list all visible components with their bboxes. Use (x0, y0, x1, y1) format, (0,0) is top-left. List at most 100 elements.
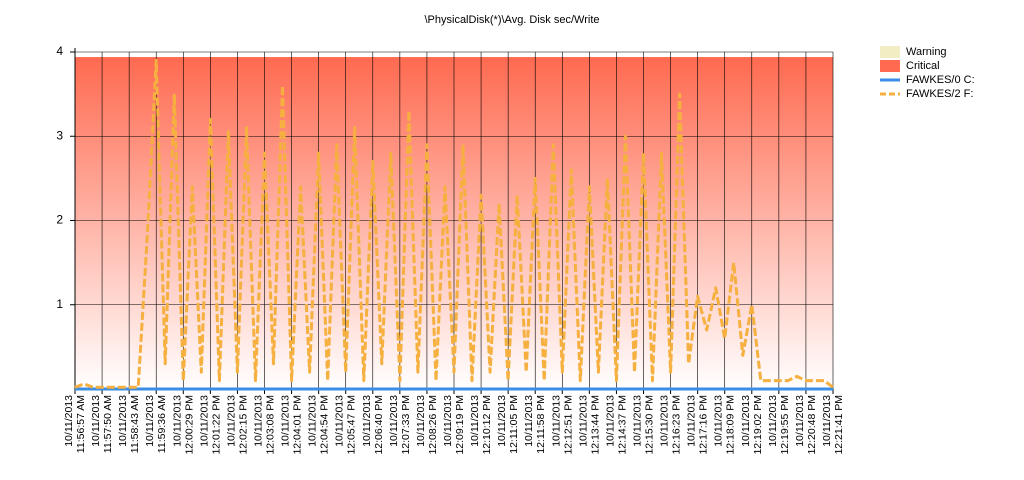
x-tick-label: 10/11/201311:59:36 AM (144, 395, 168, 453)
x-tick-date: 10/11/2013 (442, 395, 454, 447)
y-tick-label: 2 (56, 213, 63, 227)
x-tick-date: 10/11/2013 (361, 395, 373, 447)
x-tick-label: 10/11/201312:00:29 PM (171, 395, 195, 455)
x-tick-date: 10/11/2013 (767, 395, 779, 447)
x-tick-date: 10/11/2013 (794, 395, 806, 447)
x-tick-time: 12:20:48 PM (806, 395, 818, 455)
x-tick-time: 12:10:12 PM (481, 395, 493, 455)
x-tick-date: 10/11/2013 (198, 395, 210, 447)
x-tick-time: 12:19:55 PM (779, 395, 791, 455)
x-tick-label: 10/11/201312:16:23 PM (658, 395, 682, 455)
x-tick-label: 10/11/201312:04:54 PM (306, 395, 330, 455)
x-tick-date: 10/11/2013 (631, 395, 643, 447)
legend-swatch (880, 60, 900, 72)
x-tick-time: 12:16:23 PM (670, 395, 682, 455)
x-tick-date: 10/11/2013 (144, 395, 156, 447)
x-tick-date: 10/11/2013 (604, 395, 616, 447)
x-tick-label: 10/11/201312:12:51 PM (550, 395, 574, 455)
x-tick-date: 10/11/2013 (740, 395, 752, 447)
x-tick-time: 11:57:50 AM (102, 395, 114, 453)
x-tick-date: 10/11/2013 (63, 395, 75, 447)
x-tick-date: 10/11/2013 (685, 395, 697, 447)
x-tick-date: 10/11/2013 (821, 395, 833, 447)
x-tick-time: 12:09:19 PM (454, 395, 466, 455)
x-tick-time: 11:59:36 AM (156, 395, 168, 453)
x-tick-time: 12:06:40 PM (373, 395, 385, 455)
x-tick-time: 12:17:16 PM (697, 395, 709, 455)
x-tick-label: 10/11/201312:08:26 PM (415, 395, 439, 455)
legend-label: FAWKES/0 C: (906, 74, 975, 86)
x-tick-date: 10/11/2013 (225, 395, 237, 447)
x-tick-date: 10/11/2013 (171, 395, 183, 447)
legend-swatch (880, 46, 900, 58)
x-tick-date: 10/11/2013 (415, 395, 427, 447)
x-tick-label: 10/11/201312:11:58 PM (523, 395, 547, 454)
legend-label: Warning (906, 46, 947, 58)
x-tick-time: 12:11:05 PM (508, 395, 520, 454)
x-tick-date: 10/11/2013 (658, 395, 670, 447)
x-tick-label: 10/11/201312:11:05 PM (496, 395, 520, 454)
x-tick-date: 10/11/2013 (712, 395, 724, 447)
x-tick-label: 10/11/201312:13:44 PM (577, 395, 601, 455)
x-tick-time: 12:08:26 PM (427, 395, 439, 455)
x-tick-time: 11:56:57 AM (75, 395, 87, 453)
y-tick-label: 4 (56, 44, 63, 58)
x-tick-time: 12:00:29 PM (183, 395, 195, 455)
x-tick-time: 12:12:51 PM (562, 395, 574, 455)
x-tick-date: 10/11/2013 (550, 395, 562, 447)
x-tick-date: 10/11/2013 (469, 395, 481, 447)
x-tick-time: 11:58:43 AM (129, 395, 141, 453)
x-tick-time: 12:04:01 PM (291, 395, 303, 455)
x-tick-date: 10/11/2013 (388, 395, 400, 447)
x-tick-date: 10/11/2013 (117, 395, 129, 447)
x-tick-time: 12:19:02 PM (752, 395, 764, 455)
x-tick-time: 12:04:54 PM (318, 395, 330, 455)
x-tick-time: 12:14:37 PM (616, 395, 628, 455)
x-tick-label: 10/11/201312:20:48 PM (794, 395, 818, 455)
x-tick-date: 10/11/2013 (306, 395, 318, 447)
x-tick-label: 10/11/201312:10:12 PM (469, 395, 493, 455)
x-tick-date: 10/11/2013 (577, 395, 589, 447)
x-tick-label: 10/11/201312:19:55 PM (767, 395, 791, 455)
x-tick-date: 10/11/2013 (252, 395, 264, 447)
x-tick-time: 12:01:22 PM (210, 395, 222, 455)
x-tick-date: 10/11/2013 (523, 395, 535, 447)
legend-label: FAWKES/2 F: (906, 88, 973, 100)
x-tick-label: 10/11/201312:04:01 PM (279, 395, 303, 455)
legend-label: Critical (906, 60, 940, 72)
x-tick-time: 12:11:58 PM (535, 395, 547, 454)
x-tick-label: 10/11/201312:07:33 PM (388, 395, 412, 455)
x-tick-time: 12:15:30 PM (643, 395, 655, 455)
series-line (74, 58, 834, 389)
x-tick-label: 10/11/201312:03:08 PM (252, 395, 276, 455)
x-tick-time: 12:21:41 PM (833, 395, 845, 455)
x-tick-date: 10/11/2013 (279, 395, 291, 447)
x-tick-time: 12:03:08 PM (264, 395, 276, 455)
y-tick-label: 1 (56, 297, 63, 311)
x-tick-label: 10/11/201311:57:50 AM (90, 395, 114, 453)
x-tick-label: 10/11/201312:01:22 PM (198, 395, 222, 455)
x-tick-label: 10/11/201312:14:37 PM (604, 395, 628, 455)
x-tick-label: 10/11/201312:06:40 PM (361, 395, 385, 455)
x-tick-time: 12:07:33 PM (400, 395, 412, 455)
x-tick-date: 10/11/2013 (333, 395, 345, 447)
x-tick-label: 10/11/201311:56:57 AM (63, 395, 87, 453)
x-tick-date: 10/11/2013 (90, 395, 102, 447)
x-tick-label: 10/11/201312:05:47 PM (333, 395, 357, 455)
x-tick-time: 12:18:09 PM (724, 395, 736, 455)
x-tick-label: 10/11/201312:15:30 PM (631, 395, 655, 455)
x-tick-time: 12:13:44 PM (589, 395, 601, 455)
y-tick-label: 3 (56, 128, 63, 142)
x-tick-label: 10/11/201311:58:43 AM (117, 395, 141, 453)
x-tick-label: 10/11/201312:17:16 PM (685, 395, 709, 455)
x-tick-time: 12:02:15 PM (237, 395, 249, 455)
x-tick-label: 10/11/201312:19:02 PM (740, 395, 764, 455)
x-tick-date: 10/11/2013 (496, 395, 508, 447)
x-tick-time: 12:05:47 PM (345, 395, 357, 455)
x-tick-label: 10/11/201312:18:09 PM (712, 395, 736, 455)
x-tick-label: 10/11/201312:09:19 PM (442, 395, 466, 455)
x-tick-label: 10/11/201312:21:41 PM (821, 395, 845, 455)
x-tick-label: 10/11/201312:02:15 PM (225, 395, 249, 455)
chart-title: \PhysicalDisk(*)\Avg. Disk sec/Write (424, 14, 599, 26)
